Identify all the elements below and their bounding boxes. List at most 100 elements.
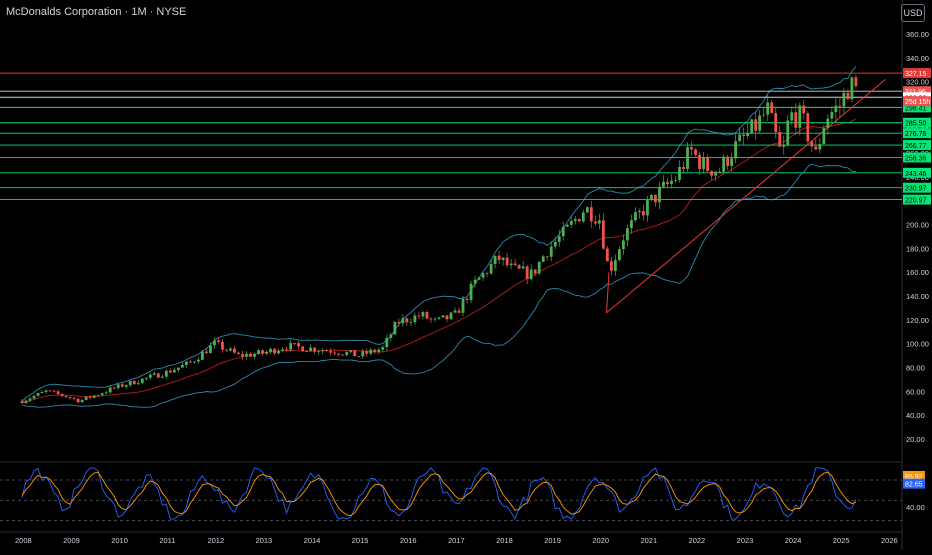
candle-body[interactable] bbox=[52, 390, 56, 392]
candle-body[interactable] bbox=[381, 347, 385, 350]
candle-body[interactable] bbox=[461, 298, 465, 313]
candle-body[interactable] bbox=[702, 157, 705, 169]
candle-body[interactable] bbox=[585, 207, 589, 213]
candle-body[interactable] bbox=[457, 310, 461, 313]
candle-body[interactable] bbox=[353, 350, 357, 357]
candle-body[interactable] bbox=[389, 334, 393, 338]
candle-body[interactable] bbox=[834, 105, 838, 112]
candle-body[interactable] bbox=[722, 156, 726, 172]
candle-body[interactable] bbox=[309, 347, 313, 352]
candle-body[interactable] bbox=[56, 391, 60, 394]
candle-body[interactable] bbox=[68, 397, 72, 399]
candle-body[interactable] bbox=[850, 77, 854, 100]
candle-body[interactable] bbox=[790, 112, 794, 121]
candle-body[interactable] bbox=[521, 266, 525, 269]
candle-body[interactable] bbox=[573, 219, 577, 222]
candle-body[interactable] bbox=[148, 374, 152, 378]
candle-body[interactable] bbox=[762, 114, 766, 116]
candle-body[interactable] bbox=[313, 347, 317, 352]
candle-body[interactable] bbox=[152, 373, 156, 375]
candle-body[interactable] bbox=[541, 256, 545, 262]
candle-body[interactable] bbox=[630, 220, 633, 229]
candle-body[interactable] bbox=[513, 263, 517, 265]
candle-body[interactable] bbox=[766, 102, 770, 115]
candle-body[interactable] bbox=[168, 370, 172, 373]
candle-body[interactable] bbox=[289, 343, 293, 350]
candle-body[interactable] bbox=[265, 351, 268, 354]
candle-body[interactable] bbox=[156, 373, 160, 378]
candle-body[interactable] bbox=[297, 343, 301, 347]
candle-body[interactable] bbox=[269, 348, 272, 352]
candle-body[interactable] bbox=[838, 105, 842, 107]
candle-body[interactable] bbox=[88, 396, 92, 398]
candle-body[interactable] bbox=[501, 257, 505, 260]
candle-body[interactable] bbox=[589, 207, 593, 222]
candle-body[interactable] bbox=[273, 348, 276, 354]
candle-body[interactable] bbox=[317, 351, 321, 353]
candle-body[interactable] bbox=[225, 349, 228, 351]
candle-body[interactable] bbox=[537, 261, 541, 274]
candle-body[interactable] bbox=[345, 352, 349, 355]
candle-body[interactable] bbox=[417, 315, 421, 317]
candle-body[interactable] bbox=[742, 134, 746, 137]
candle-body[interactable] bbox=[714, 171, 718, 176]
candle-body[interactable] bbox=[249, 353, 252, 357]
candle-body[interactable] bbox=[393, 322, 397, 335]
candle-body[interactable] bbox=[577, 219, 581, 222]
candle-body[interactable] bbox=[409, 322, 413, 324]
candle-body[interactable] bbox=[509, 263, 513, 266]
candle-body[interactable] bbox=[285, 349, 289, 351]
candle-body[interactable] bbox=[104, 392, 108, 394]
candle-body[interactable] bbox=[654, 194, 657, 203]
candle-body[interactable] bbox=[120, 384, 124, 387]
candle-body[interactable] bbox=[846, 92, 850, 100]
candle-body[interactable] bbox=[642, 210, 645, 216]
candle-body[interactable] bbox=[473, 279, 477, 284]
candle-body[interactable] bbox=[116, 384, 120, 388]
candle-body[interactable] bbox=[188, 361, 192, 363]
candle-body[interactable] bbox=[517, 264, 521, 269]
candle-body[interactable] bbox=[205, 351, 208, 354]
candle-body[interactable] bbox=[706, 157, 709, 171]
candle-body[interactable] bbox=[365, 351, 369, 354]
candle-body[interactable] bbox=[445, 315, 449, 320]
candle-body[interactable] bbox=[233, 348, 236, 353]
candle-body[interactable] bbox=[613, 259, 617, 271]
candle-body[interactable] bbox=[229, 348, 232, 351]
candle-body[interactable] bbox=[754, 119, 758, 131]
candle-body[interactable] bbox=[561, 226, 565, 237]
candle-body[interactable] bbox=[305, 351, 309, 353]
candle-body[interactable] bbox=[662, 181, 665, 187]
candle-body[interactable] bbox=[277, 350, 280, 354]
candle-body[interactable] bbox=[40, 391, 44, 394]
candle-body[interactable] bbox=[36, 393, 40, 396]
candle-body[interactable] bbox=[140, 378, 144, 384]
candle-body[interactable] bbox=[682, 166, 685, 169]
candle-body[interactable] bbox=[449, 312, 453, 320]
candle-body[interactable] bbox=[806, 113, 810, 142]
candle-body[interactable] bbox=[625, 228, 629, 241]
candle-body[interactable] bbox=[209, 345, 212, 354]
candle-body[interactable] bbox=[698, 154, 701, 169]
candle-body[interactable] bbox=[217, 340, 220, 342]
candle-body[interactable] bbox=[433, 318, 437, 320]
candle-body[interactable] bbox=[92, 395, 96, 398]
candle-body[interactable] bbox=[108, 387, 112, 393]
candle-body[interactable] bbox=[569, 221, 573, 225]
candle-body[interactable] bbox=[132, 380, 136, 385]
candle-body[interactable] bbox=[557, 236, 561, 242]
candle-body[interactable] bbox=[369, 349, 373, 354]
candle-body[interactable] bbox=[666, 181, 669, 184]
candle-body[interactable] bbox=[337, 353, 341, 355]
candle-body[interactable] bbox=[44, 390, 48, 392]
candle-body[interactable] bbox=[854, 77, 858, 87]
candle-body[interactable] bbox=[72, 398, 76, 399]
candle-body[interactable] bbox=[385, 337, 389, 348]
candle-body[interactable] bbox=[686, 147, 689, 169]
candle-body[interactable] bbox=[802, 105, 806, 114]
candle-body[interactable] bbox=[533, 269, 537, 274]
candle-body[interactable] bbox=[718, 171, 722, 173]
candle-body[interactable] bbox=[493, 255, 497, 265]
candle-body[interactable] bbox=[794, 112, 798, 128]
candle-body[interactable] bbox=[481, 273, 485, 278]
